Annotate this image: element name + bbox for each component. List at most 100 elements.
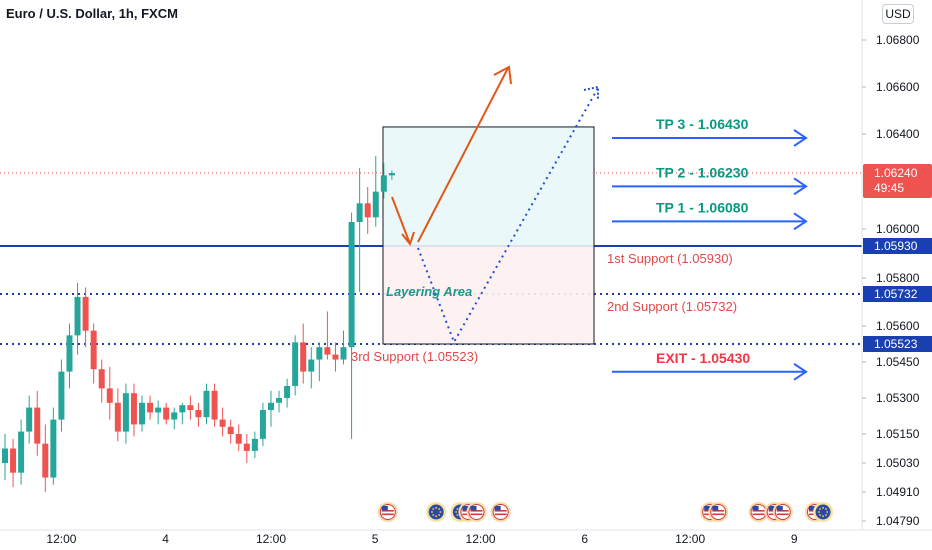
y-tick-label: 1.05600 [876,319,920,333]
target-label-4: EXIT - 1.05430 [656,350,750,366]
current-price-label: 1.06240 [874,166,918,180]
y-tick-label: 1.05030 [876,456,920,470]
support-label-3: 3rd Support (1.05523) [351,349,478,364]
x-tick-label: 12:00 [46,532,76,546]
target-label-3: TP 1 - 1.06080 [656,199,749,215]
support-axis-label-2: 1.05732 [874,287,918,301]
time-axis[interactable]: 12:00 4 12:00 5 12:00 6 12:00 9 [0,529,932,546]
candle-body [50,419,57,478]
flag-stripe [381,513,394,516]
support-axis-tag-3 [863,336,932,352]
flag-star [819,508,821,510]
flag-star [817,511,820,513]
candle-body [276,398,283,403]
y-tick-label: 1.04910 [876,485,920,499]
candle-body [130,393,137,425]
flag-stripe [776,513,789,516]
x-tick-label: 9 [791,532,798,546]
target-arrow-2-head [793,177,808,196]
candle-body [18,431,25,473]
flag-star [822,515,824,518]
flag-star [826,511,829,513]
candle-body [235,434,242,444]
flag-stripe [381,510,394,512]
price-axis[interactable]: 1.06800 1.06600 1.06400 1.06000 1.05800 1.056… [861,0,932,550]
candle-body [106,388,113,403]
projected-path-head [583,85,599,100]
flag-star [819,514,821,516]
candle-body [42,443,49,478]
zone-border [382,126,595,345]
us-event-flag-icon[interactable] [772,502,793,522]
eu-event-flag-icon[interactable] [813,502,834,522]
support-label-2: 2nd Support (1.05732) [607,299,737,314]
us-event-flag-icon[interactable] [466,502,487,522]
candle-body [195,410,202,418]
layering-area-label: Layering Area [386,284,472,299]
candle-body [284,386,291,398]
flag-stripe [494,513,507,516]
flag-star [822,506,824,509]
candle-body [267,402,274,410]
candle-body [388,173,395,176]
flag-star [432,508,435,510]
y-tick-label: 1.05800 [876,271,920,285]
us-event-flag-icon[interactable] [748,502,769,522]
economic-events[interactable] [377,502,834,522]
candle-body [227,426,234,434]
candle-body [82,296,89,331]
x-tick-label: 12:00 [675,532,705,546]
flag-canton [494,506,501,511]
support-levels: 1st Support (1.05930) 2nd Support (1.0573… [0,172,862,364]
candle-body [300,342,307,372]
flag-star [455,511,458,513]
flag-canton [752,506,759,511]
flag-stripe [712,510,725,512]
candle-body [187,405,194,410]
candle-body [380,175,387,192]
zone-target-area [383,126,594,246]
flag-canton [470,506,477,511]
support-label-1: 1st Support (1.05930) [607,251,733,266]
target-label-1: TP 3 - 1.06430 [656,116,749,132]
price-axis-bg [862,0,932,550]
candle-body [211,390,218,420]
us-event-flag-icon[interactable] [708,502,729,522]
target-label-2: TP 2 - 1.06230 [656,164,749,180]
y-tick-label: 1.04790 [876,514,920,528]
y-tick-label: 1.06400 [876,127,920,141]
us-event-flag-icon[interactable] [490,502,511,522]
candle-body [356,203,363,222]
support-axis-tag-2 [863,286,932,302]
candle-body [364,203,371,218]
candle-body [163,407,170,420]
candle-body [372,191,379,218]
flag-stripe [752,510,765,512]
currency-button[interactable]: USD [882,4,914,24]
candle-body [259,410,266,439]
flag-star [435,506,438,509]
flag-canton [381,506,388,511]
candle-body [348,222,355,348]
flag-disc [428,504,444,520]
candlestick-series[interactable] [2,155,395,492]
flag-canton [704,506,711,511]
candle-body [74,296,81,336]
us-event-flag-icon[interactable] [377,502,398,522]
flag-stripe [470,513,483,516]
pullback-arrow-head [401,231,415,247]
eu-event-flag-icon[interactable] [426,502,447,522]
candle-body [147,402,154,413]
support-axis-label-3: 1.05523 [874,337,918,351]
flag-canton [809,506,815,511]
layering-zone: Layering Area [382,126,595,345]
zone-risk-area [383,246,594,344]
flag-star [825,508,827,510]
flag-stripe [712,513,725,516]
projected-path [417,87,599,345]
candle-body [324,347,331,355]
candle-body [155,407,162,413]
candle-body [203,390,210,418]
candle-body [26,407,33,432]
